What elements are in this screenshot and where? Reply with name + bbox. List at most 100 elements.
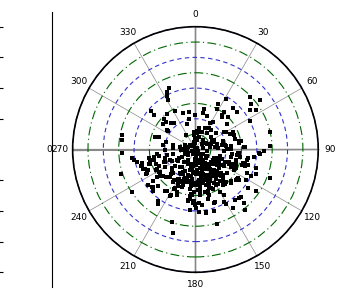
- Point: [192, 140, 197, 145]
- Point: [200, 181, 206, 186]
- Point: [152, 135, 157, 139]
- Point: [222, 181, 228, 186]
- Point: [194, 167, 199, 172]
- Point: [236, 151, 242, 156]
- Point: [192, 181, 197, 185]
- Point: [224, 147, 230, 151]
- Point: [227, 161, 232, 166]
- Point: [196, 178, 201, 183]
- Point: [183, 168, 188, 173]
- Point: [193, 148, 199, 152]
- Point: [156, 184, 161, 188]
- Point: [196, 130, 202, 135]
- Point: [217, 190, 223, 194]
- Point: [163, 155, 168, 160]
- Point: [154, 151, 160, 156]
- Point: [205, 181, 211, 186]
- Point: [180, 155, 185, 160]
- Point: [216, 166, 222, 170]
- Point: [188, 174, 193, 179]
- Point: [188, 143, 194, 148]
- Point: [223, 180, 229, 185]
- Point: [236, 195, 242, 200]
- Point: [252, 154, 257, 159]
- Point: [243, 164, 248, 169]
- Text: 0: 0: [193, 10, 198, 19]
- Point: [213, 172, 218, 177]
- Point: [245, 186, 251, 190]
- Text: 60: 60: [307, 77, 318, 86]
- Point: [207, 176, 213, 180]
- Point: [221, 164, 227, 168]
- Point: [208, 128, 214, 132]
- Point: [191, 142, 197, 147]
- Point: [213, 130, 219, 135]
- Point: [196, 161, 202, 165]
- Point: [190, 162, 195, 167]
- Point: [202, 164, 207, 169]
- Point: [230, 129, 236, 134]
- Point: [175, 180, 181, 184]
- Point: [168, 194, 173, 199]
- Point: [156, 170, 162, 175]
- Point: [181, 146, 187, 151]
- Point: [170, 170, 176, 175]
- Point: [177, 144, 182, 149]
- Point: [209, 162, 214, 167]
- Point: [186, 198, 191, 203]
- Point: [233, 165, 238, 170]
- Point: [199, 176, 205, 181]
- Point: [198, 152, 203, 157]
- Point: [194, 152, 200, 156]
- Point: [162, 189, 168, 194]
- Text: 300: 300: [70, 77, 87, 86]
- Point: [185, 145, 190, 150]
- Point: [178, 171, 184, 176]
- Text: 180: 180: [187, 280, 204, 289]
- Point: [229, 154, 234, 159]
- Point: [257, 151, 263, 156]
- Point: [135, 159, 140, 164]
- Point: [207, 179, 213, 183]
- Point: [162, 160, 168, 165]
- Point: [178, 179, 184, 183]
- Point: [199, 160, 205, 165]
- Point: [181, 159, 187, 164]
- Point: [220, 142, 225, 147]
- Point: [206, 126, 211, 130]
- Point: [149, 184, 155, 189]
- Point: [203, 183, 209, 188]
- Point: [203, 210, 209, 214]
- Point: [165, 127, 170, 132]
- Point: [197, 183, 203, 188]
- Point: [197, 193, 203, 197]
- Point: [215, 106, 220, 111]
- Point: [186, 116, 192, 121]
- Point: [162, 164, 168, 169]
- Point: [247, 118, 253, 123]
- Point: [185, 173, 191, 178]
- Point: [206, 190, 211, 195]
- Point: [200, 159, 205, 164]
- Point: [158, 170, 163, 174]
- Point: [185, 161, 191, 166]
- Point: [233, 162, 238, 167]
- Point: [193, 147, 199, 152]
- Point: [214, 163, 220, 168]
- Point: [224, 170, 230, 175]
- Point: [147, 161, 152, 166]
- Point: [192, 203, 198, 208]
- Point: [192, 201, 198, 206]
- Point: [242, 145, 247, 150]
- Point: [192, 136, 198, 141]
- Point: [199, 174, 204, 179]
- Point: [233, 158, 238, 163]
- Point: [228, 178, 234, 183]
- Point: [180, 169, 186, 174]
- Point: [234, 177, 239, 182]
- Point: [155, 135, 161, 140]
- Point: [177, 170, 183, 175]
- Point: [206, 186, 211, 191]
- Point: [209, 142, 214, 147]
- Point: [151, 155, 157, 160]
